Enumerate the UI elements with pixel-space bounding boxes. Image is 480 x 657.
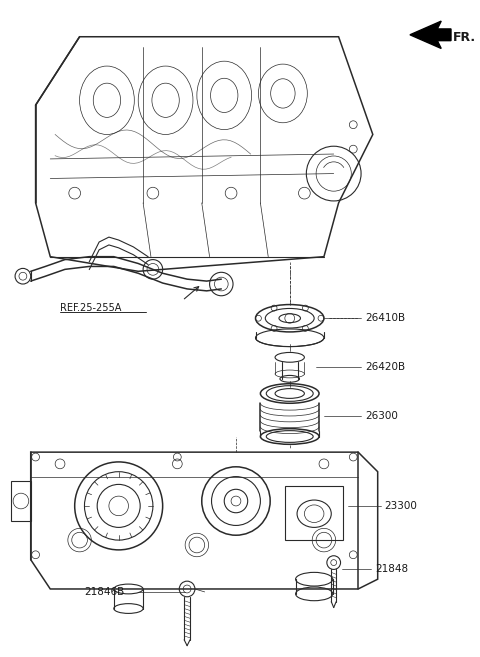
Text: 21846B: 21846B [84,587,125,597]
Text: REF.25-255A: REF.25-255A [60,304,121,313]
Text: 23300: 23300 [384,501,418,511]
Text: 21848: 21848 [375,564,408,574]
Text: 26420B: 26420B [365,362,405,372]
Text: FR.: FR. [453,31,476,44]
Polygon shape [410,21,451,49]
Text: 26300: 26300 [365,411,398,421]
Text: 26410B: 26410B [365,313,405,323]
